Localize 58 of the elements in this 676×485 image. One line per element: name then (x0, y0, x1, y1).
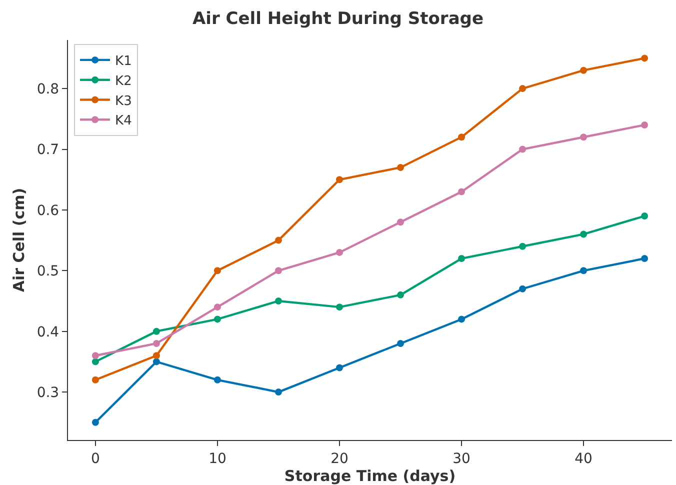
point (397, 291, 404, 298)
point (274, 236, 282, 244)
point (152, 328, 160, 335)
point (274, 388, 282, 396)
point (336, 248, 343, 256)
legend-label: K3 (115, 94, 132, 109)
point (641, 212, 648, 220)
point (214, 304, 221, 311)
point (580, 66, 588, 74)
point (458, 316, 466, 323)
y-tick-label: 0.4 (36, 324, 60, 340)
point (519, 285, 526, 292)
x-tick-label: 10 (208, 450, 226, 467)
point (519, 146, 526, 153)
point (397, 340, 404, 347)
point (336, 364, 343, 372)
point (641, 54, 648, 62)
point (92, 418, 99, 426)
y-tick-label: 0.3 (36, 384, 60, 401)
point (274, 298, 282, 304)
y-tick-label: 0.6 (36, 202, 60, 219)
x-tick-label: 0 (90, 450, 100, 467)
point (152, 352, 160, 360)
x-tick-label: 40 (574, 450, 592, 467)
point (214, 376, 221, 384)
x-axis-title: Storage Time (days) (284, 466, 456, 485)
point (641, 121, 648, 128)
point (641, 255, 648, 262)
legend-label: K4 (115, 114, 132, 129)
point (397, 218, 404, 226)
point (458, 255, 466, 262)
point (152, 358, 160, 366)
x-tick-label: 30 (452, 450, 470, 467)
point (580, 267, 588, 274)
point (397, 164, 404, 171)
y-tick-label: 0.5 (36, 264, 60, 280)
y-tick-label: 0.7 (36, 142, 60, 158)
y-axis-title: Air Cell (cm) (10, 188, 28, 292)
point (336, 176, 343, 184)
point (458, 188, 466, 196)
x-tick-label: 20 (330, 450, 348, 467)
point (92, 358, 99, 366)
point (519, 85, 526, 92)
y-tick-label: 0.8 (36, 81, 60, 98)
legend-label: K2 (115, 74, 132, 89)
point (336, 304, 343, 311)
point (152, 340, 160, 347)
point (274, 267, 282, 274)
chart-title: Air Cell Height During Storage (192, 9, 484, 30)
point (458, 134, 466, 141)
point (92, 352, 99, 360)
legend-label: K1 (115, 54, 132, 70)
point (214, 267, 221, 274)
point (214, 316, 221, 323)
point (580, 230, 588, 238)
point (92, 376, 99, 384)
point (580, 134, 588, 141)
point (519, 242, 526, 250)
